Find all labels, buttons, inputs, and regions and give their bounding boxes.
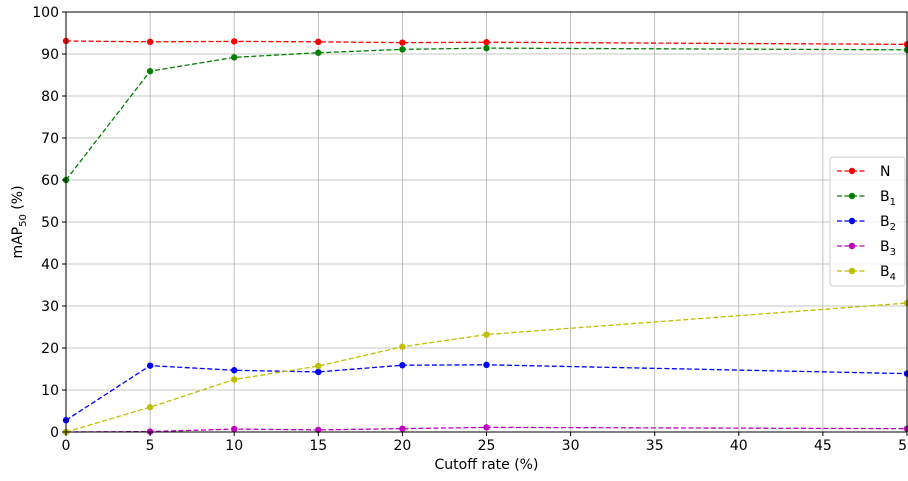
x-tick-label: 0 <box>62 438 71 454</box>
data-point-N <box>231 38 238 45</box>
y-axis-label-sub: 50 <box>18 214 29 227</box>
legend-label: B3 <box>880 239 896 258</box>
y-tick-label: 100 <box>32 5 59 21</box>
legend-marker <box>848 167 856 175</box>
y-tick-label: 20 <box>41 341 59 357</box>
x-tick-label: 30 <box>562 438 580 454</box>
data-point-B1 <box>483 44 490 52</box>
y-tick-label: 10 <box>41 383 59 399</box>
data-point-B2 <box>146 362 154 369</box>
data-point-B1 <box>146 68 154 75</box>
legend: N B1 B2 B3 B4 <box>829 156 906 287</box>
data-point-B1 <box>399 46 406 53</box>
data-point-B1 <box>231 54 238 61</box>
data-point-B3 <box>399 425 406 432</box>
x-tick-label: 15 <box>309 438 327 454</box>
data-point-B4 <box>315 362 322 370</box>
data-point-N <box>315 38 322 46</box>
data-point-N <box>483 39 490 46</box>
legend-item-B4: B4 <box>837 264 896 283</box>
grid <box>65 11 908 433</box>
legend-label: B4 <box>880 264 896 283</box>
data-point-B2 <box>483 361 490 368</box>
y-tick-label: 90 <box>41 47 59 63</box>
data-point-B2 <box>231 367 238 374</box>
legend-marker <box>848 217 856 225</box>
series-B1 <box>62 44 908 184</box>
data-point-B3 <box>315 426 322 434</box>
data-point-B2 <box>399 362 406 369</box>
data-point-B4 <box>483 331 490 338</box>
legend-item-B2: B2 <box>837 214 896 233</box>
legend-marker <box>848 192 856 200</box>
y-tick-label: 60 <box>41 173 59 189</box>
axis-ticks: 0 5 10 15 20 25 30 35 40 45 50 0 10 20 30 40 50 60 70 80 90 1… <box>32 5 908 454</box>
y-tick-label: 40 <box>41 257 59 273</box>
y-axis-label-rest: (%) <box>10 185 26 214</box>
series-B2 <box>62 361 908 424</box>
legend-label: N <box>880 164 890 180</box>
legend-marker <box>848 242 856 250</box>
x-tick-label: 25 <box>478 438 496 454</box>
x-tick-label: 10 <box>225 438 243 454</box>
y-axis-label-main: mAP <box>10 227 26 259</box>
y-tick-label: 30 <box>41 299 59 315</box>
data-point-B3 <box>483 424 490 431</box>
legend-marker <box>848 267 856 275</box>
x-axis-label: Cutoff rate (%) <box>435 457 539 473</box>
data-point-B3 <box>231 425 238 433</box>
data-point-N <box>146 38 154 46</box>
x-tick-label: 50 <box>898 438 908 454</box>
y-tick-label: 80 <box>41 89 59 105</box>
y-axis-label: mAP50 (%) <box>10 185 29 258</box>
data-point-B4 <box>146 404 154 411</box>
x-tick-label: 35 <box>646 438 664 454</box>
legend-label: B2 <box>880 214 896 233</box>
series-B3 <box>62 424 908 436</box>
y-tick-label: 0 <box>50 425 59 441</box>
x-tick-label: 45 <box>814 438 832 454</box>
legend-item-N: N <box>837 164 890 180</box>
series-layer <box>62 37 908 436</box>
y-tick-label: 50 <box>41 215 59 231</box>
x-tick-label: 20 <box>393 438 411 454</box>
data-point-B4 <box>399 343 406 350</box>
data-point-B4 <box>231 376 238 383</box>
x-tick-label: 5 <box>146 438 155 454</box>
data-point-B1 <box>315 49 322 56</box>
legend-label: B1 <box>880 189 896 208</box>
legend-item-B1: B1 <box>837 189 896 208</box>
legend-item-B3: B3 <box>837 239 896 258</box>
data-point-N <box>399 39 406 46</box>
legend-box <box>829 156 906 287</box>
y-tick-label: 70 <box>41 131 59 147</box>
data-point-B2 <box>315 368 322 376</box>
x-tick-label: 40 <box>730 438 748 454</box>
